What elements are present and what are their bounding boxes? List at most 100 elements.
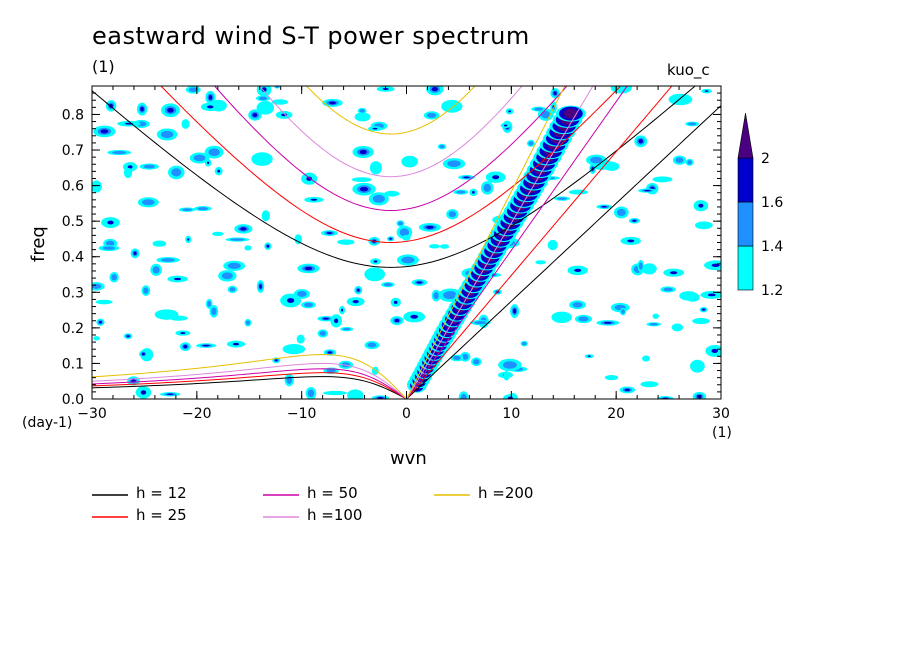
rossby-curve <box>92 372 407 399</box>
power-patch <box>182 208 193 212</box>
power-patch <box>426 112 437 118</box>
model-tag: kuo_c <box>667 61 710 79</box>
colorbar-segment <box>737 245 754 291</box>
power-patch <box>574 268 582 273</box>
power-patch <box>271 99 289 105</box>
power-patch <box>698 203 704 208</box>
power-patch <box>697 394 702 399</box>
inertia-gravity-curve <box>305 86 476 135</box>
power-patch <box>616 208 626 217</box>
power-patch <box>508 110 511 113</box>
colorbar-label: 2 <box>761 151 770 167</box>
power-patch <box>341 308 344 312</box>
power-patch <box>483 183 491 192</box>
y-tick-label: 0.2 <box>62 321 84 337</box>
power-patch <box>649 323 659 326</box>
power-patch <box>354 112 371 122</box>
x-axis-label: wvn <box>390 448 427 469</box>
rossby-curve <box>92 362 407 399</box>
power-patch <box>207 161 210 165</box>
power-patch <box>244 245 252 251</box>
power-patch <box>154 309 179 320</box>
power-patch <box>206 105 214 109</box>
power-patch <box>342 327 351 331</box>
power-patch <box>393 300 398 304</box>
colorbar-label: 1.4 <box>761 239 783 255</box>
kelvin-curve <box>406 86 566 399</box>
legend-entry: h =200 <box>478 484 534 502</box>
power-patch <box>642 355 651 362</box>
power-patch <box>439 244 450 249</box>
power-patch <box>384 190 400 197</box>
power-patch <box>502 361 517 369</box>
power-patch <box>310 198 318 201</box>
power-patch <box>294 234 302 245</box>
power-patch <box>416 281 423 284</box>
power-patch <box>160 130 174 139</box>
power-patch <box>503 394 518 399</box>
plot-area <box>92 86 721 399</box>
power-patch <box>140 390 147 395</box>
power-patch <box>180 332 186 335</box>
power-patch <box>694 221 713 230</box>
power-patch <box>352 300 359 304</box>
power-patch <box>319 330 326 336</box>
rossby-curve <box>92 354 407 399</box>
power-patch <box>322 317 329 320</box>
x-tick-label: −20 <box>182 406 212 422</box>
power-patch <box>359 109 365 113</box>
power-patch <box>359 149 367 155</box>
power-patch <box>551 311 572 324</box>
power-patch <box>181 119 190 129</box>
power-patch <box>211 307 217 316</box>
legend-entry: h = 12 <box>136 484 187 502</box>
power-patch <box>547 239 558 251</box>
power-patch <box>610 86 633 94</box>
power-patch <box>448 211 457 218</box>
power-patch <box>296 334 305 344</box>
power-patch <box>394 318 400 323</box>
power-patch <box>373 260 378 263</box>
power-patch <box>140 106 144 112</box>
power-patch <box>152 266 160 274</box>
colorbar-segment <box>737 201 754 247</box>
y-axis-label: freq <box>28 226 49 262</box>
kelvin-curve <box>406 105 721 399</box>
power-patch <box>692 317 710 325</box>
power-patch <box>443 291 458 300</box>
power-patch <box>326 232 333 235</box>
power-patch <box>410 314 419 319</box>
power-patch <box>553 91 557 96</box>
power-patch <box>152 240 167 247</box>
power-patch <box>240 227 247 231</box>
power-patch <box>670 271 678 275</box>
power-patch <box>232 342 240 346</box>
power-patch <box>229 287 236 292</box>
title-units: (1) <box>92 57 115 76</box>
y-tick-label: 0.1 <box>62 356 84 372</box>
power-patch <box>259 284 262 289</box>
x-tick-label: −30 <box>77 406 107 422</box>
power-patch <box>202 344 210 347</box>
power-patch <box>398 221 403 226</box>
power-patch <box>323 390 348 396</box>
colorbar-label: 1.6 <box>761 195 783 211</box>
power-patch <box>133 251 137 256</box>
power-patch <box>474 321 487 325</box>
x-tick-label: 0 <box>402 406 411 422</box>
power-patch <box>356 288 360 292</box>
power-patch <box>492 175 500 180</box>
y-tick-label: 0.8 <box>62 107 84 123</box>
power-patch <box>652 176 673 183</box>
power-patch <box>351 177 372 183</box>
power-patch <box>208 148 220 156</box>
power-patch <box>256 100 275 115</box>
power-patch <box>439 144 445 149</box>
power-patch <box>197 207 209 211</box>
power-patch <box>453 356 461 360</box>
power-patch <box>304 266 313 271</box>
power-patch <box>92 283 102 289</box>
power-patch <box>460 393 467 399</box>
power-patch <box>337 239 355 245</box>
power-patch <box>193 154 206 162</box>
